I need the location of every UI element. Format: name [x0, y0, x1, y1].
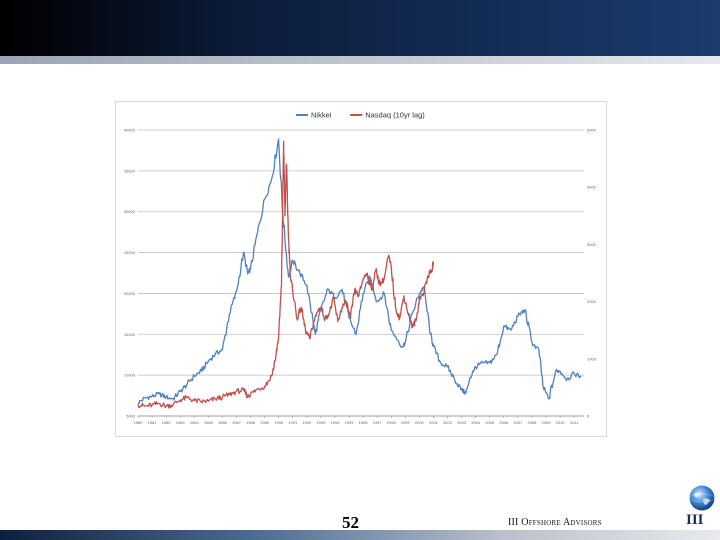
x-tick-label: 1993	[316, 420, 326, 425]
chart-svg: 500010000150002000025000300003500040000 …	[124, 111, 597, 426]
x-tick-label: 1992	[302, 420, 312, 425]
y-right-tick-label: 0	[587, 414, 590, 419]
y-left-tick-label: 10000	[124, 373, 136, 378]
x-tick-label: 1984	[190, 420, 200, 425]
left-axis-layer: 5000 10000 15000 20000 25000 30000 35000 40000	[124, 128, 136, 419]
x-tick-label: 2011	[570, 420, 579, 425]
x-tick-label: 2000	[415, 420, 425, 425]
x-tick-label: 1980	[134, 420, 144, 425]
x-tick-label: 1998	[387, 420, 397, 425]
x-tick-label: 1987	[232, 420, 242, 425]
x-tick-label: 2005	[485, 420, 495, 425]
y-right-tick-label: 2000	[587, 299, 597, 304]
x-tick-label: 1988	[246, 420, 256, 425]
footer-brand: III Offshore Advisors	[508, 517, 602, 528]
y-right-tick-label: 3000	[587, 242, 597, 247]
y-right-tick-label: 5000	[587, 128, 597, 133]
x-tick-label: 1991	[288, 420, 298, 425]
company-logo: III	[686, 512, 704, 528]
x-tick-label: 2008	[527, 420, 537, 425]
x-tick-label: 2004	[471, 420, 481, 425]
y-left-tick-label: 15000	[124, 332, 136, 337]
y-left-tick-label: 40000	[124, 128, 136, 133]
x-axis-layer: 1980 1981 1982 1983 1984 1985 1986 1987 1988 1989…	[134, 415, 584, 425]
y-right-tick-label: 4000	[587, 185, 597, 190]
right-axis-layer: 0 1000 2000 3000 4000 5000	[587, 128, 597, 419]
top-banner	[0, 0, 720, 56]
x-tick-label: 1983	[176, 420, 186, 425]
y-right-tick-label: 1000	[587, 356, 597, 361]
x-tick-label: 2003	[457, 420, 467, 425]
chart-legend: Nikkei Nasdaq (10yr lag)	[296, 111, 425, 120]
x-tick-label: 1985	[204, 420, 214, 425]
y-left-tick-label: 30000	[124, 209, 136, 214]
bottom-stripe	[0, 530, 720, 540]
x-tick-label: 1990	[274, 420, 284, 425]
series-layer	[137, 138, 582, 409]
x-tick-label: 1995	[345, 420, 355, 425]
y-left-tick-label: 25000	[124, 250, 136, 255]
y-left-tick-label: 5000	[126, 414, 136, 419]
x-tick-label: 1999	[401, 420, 411, 425]
legend-label: Nikkei	[311, 111, 332, 120]
legend-label: Nasdaq (10yr lag)	[365, 111, 425, 120]
x-tick-label: 2007	[513, 420, 523, 425]
y-left-tick-label: 20000	[124, 291, 136, 296]
x-tick-label: 2002	[443, 420, 453, 425]
x-tick-label: 2006	[499, 420, 509, 425]
series-line-nasdaq-10yr-lag	[137, 140, 435, 409]
page-number: 52	[342, 513, 359, 532]
chart-frame: 5000 10000 15000 20000 25000 30000 35000 40000 …	[115, 101, 607, 437]
x-tick-label: 1989	[260, 420, 270, 425]
y-left-tick-label: 35000	[124, 168, 136, 173]
x-tick-label: 2010	[556, 420, 566, 425]
x-tick-label: 2009	[542, 420, 552, 425]
x-tick-label: 1982	[162, 420, 172, 425]
x-tick-label: 1996	[359, 420, 369, 425]
x-tick-label: 1997	[373, 420, 383, 425]
series-line-nikkei	[137, 138, 582, 405]
x-tick-label: 1981	[148, 420, 158, 425]
globe-icon	[689, 485, 715, 511]
x-tick-label: 1994	[331, 420, 341, 425]
grid-layer	[138, 129, 584, 417]
x-tick-label: 2001	[429, 420, 439, 425]
top-stripe	[0, 56, 720, 64]
x-tick-label: 1986	[218, 420, 228, 425]
